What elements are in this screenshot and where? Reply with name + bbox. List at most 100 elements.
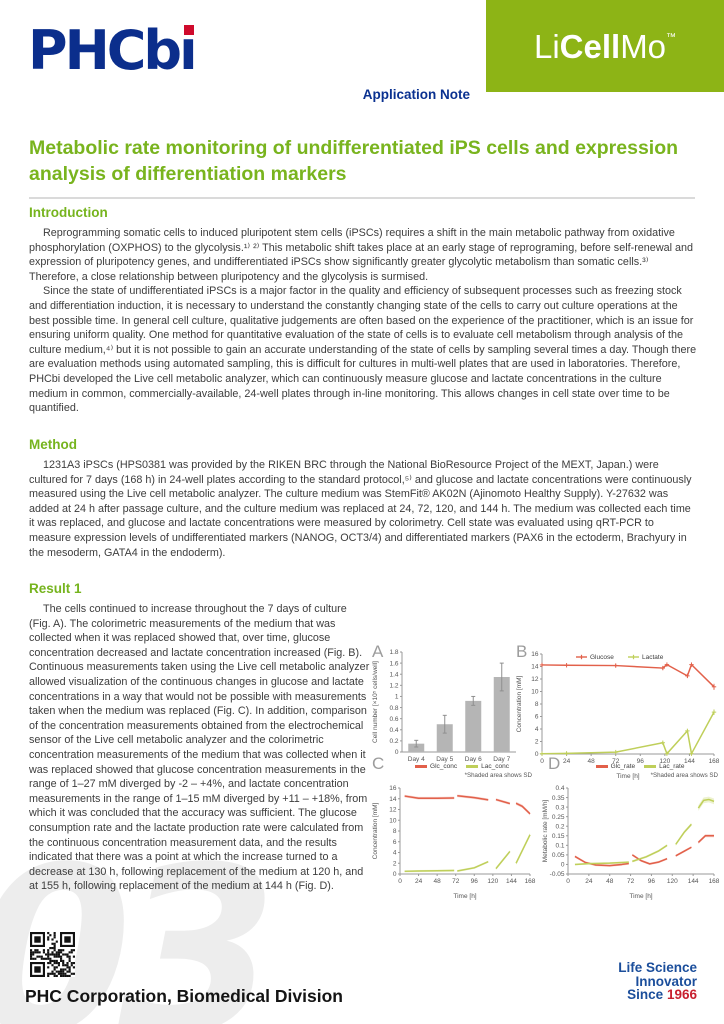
svg-text:0.2: 0.2 — [555, 823, 564, 830]
svg-text:168: 168 — [709, 758, 720, 765]
legend-label: Glc_rate — [610, 763, 636, 770]
svg-text:120: 120 — [659, 758, 670, 765]
svg-text:0: 0 — [395, 749, 399, 756]
svg-text:24: 24 — [563, 758, 571, 765]
figure-b-concentration-line-chart: B 0 2 4 6 8 10 12 14 16 0 24 48 72 96 120 144 168 Glucose… — [514, 642, 722, 782]
svg-text:Metabolic rate [mM/h]: Metabolic rate [mM/h] — [542, 800, 549, 863]
result-1-heading: Result 1 — [29, 581, 82, 596]
tagline-year: 1966 — [666, 987, 697, 1002]
svg-text:0.8: 0.8 — [389, 705, 398, 712]
tagline-line-1: Life Science — [618, 960, 697, 975]
section-method: Method 1231A3 iPSCs (HPS0381 was provide… — [29, 437, 697, 560]
section-result-1: Result 1 The cells continued to increase… — [29, 581, 370, 894]
svg-text:4: 4 — [393, 850, 397, 857]
svg-text:120: 120 — [667, 878, 678, 885]
figure-a-panel-label: A — [372, 642, 384, 661]
svg-text:1.6: 1.6 — [389, 660, 398, 667]
legend-swatch — [415, 765, 428, 768]
svg-text:12: 12 — [531, 676, 539, 683]
svg-text:0: 0 — [535, 751, 539, 758]
svg-text:0.3: 0.3 — [555, 804, 564, 811]
phcbi-logo-red-square-icon — [183, 25, 194, 35]
svg-text:96: 96 — [471, 878, 479, 885]
svg-text:0.05: 0.05 — [552, 852, 565, 859]
svg-text:144: 144 — [506, 878, 517, 885]
legend-swatch — [595, 765, 608, 768]
svg-text:14: 14 — [531, 664, 539, 671]
svg-text:Glucose: Glucose — [590, 654, 614, 661]
result-1-paragraph: The cells continued to increase througho… — [29, 603, 370, 893]
section-introduction: Introduction Reprogramming somatic cells… — [29, 205, 697, 416]
svg-text:1.4: 1.4 — [389, 671, 398, 678]
svg-text:2: 2 — [393, 860, 397, 867]
svg-text:4: 4 — [535, 726, 539, 733]
svg-text:0.4: 0.4 — [555, 785, 564, 792]
tagline-line-2: Innovator — [635, 973, 697, 989]
method-paragraph: 1231A3 iPSCs (HPS0381 was provided by th… — [29, 459, 692, 559]
figure-b-panel-label: B — [516, 642, 528, 661]
legend-label: Glc_conc — [430, 763, 458, 770]
svg-text:0.2: 0.2 — [389, 738, 398, 745]
svg-text:16: 16 — [531, 651, 539, 658]
svg-text:6: 6 — [535, 714, 539, 721]
svg-text:Day 5: Day 5 — [436, 756, 453, 763]
qr-code — [30, 932, 75, 977]
method-heading: Method — [29, 437, 77, 452]
svg-text:48: 48 — [434, 878, 442, 885]
svg-text:Day 6: Day 6 — [465, 756, 482, 763]
svg-text:72: 72 — [612, 758, 620, 765]
svg-text:0: 0 — [393, 871, 397, 878]
svg-text:16: 16 — [389, 785, 397, 792]
svg-text:48: 48 — [606, 878, 614, 885]
svg-text:14: 14 — [389, 796, 397, 803]
svg-text:Concentration [mM]: Concentration [mM] — [516, 675, 523, 732]
svg-text:24: 24 — [415, 878, 423, 885]
title-divider — [29, 197, 695, 199]
licellmo-wordmark: LiCellMo™ — [533, 27, 677, 65]
figure-a-cell-number-bar-chart: A 0 0.2 0.4 0.6 0.8 1 1.2 1.4 1.6 1.8 Day 4 Day 5 Da… — [370, 642, 522, 776]
company-name: PHC Corporation, Biomedical Division — [25, 986, 343, 1006]
svg-text:48: 48 — [588, 758, 596, 765]
licellmo-badge: LiCellMo™ — [486, 0, 724, 92]
svg-text:72: 72 — [627, 878, 635, 885]
svg-text:0: 0 — [561, 862, 565, 869]
page-number-watermark: 03 — [0, 819, 278, 1024]
figure-c-continuous-concentration-chart: C Glc_conc Lac_conc *Shaded area shows SD … — [370, 754, 536, 902]
svg-text:12: 12 — [389, 807, 397, 814]
svg-text:0.35: 0.35 — [552, 795, 565, 802]
svg-text:72: 72 — [452, 878, 460, 885]
svg-text:120: 120 — [487, 878, 498, 885]
sd-note: *Shaded area shows SD — [464, 772, 532, 779]
svg-text:Time [h]: Time [h] — [629, 893, 652, 900]
svg-text:96: 96 — [648, 878, 656, 885]
svg-text:8: 8 — [535, 701, 539, 708]
svg-text:1.8: 1.8 — [389, 649, 398, 656]
trademark-symbol: ™ — [666, 31, 677, 43]
legend-label: Lac_conc — [481, 763, 509, 770]
svg-text:Day 7: Day 7 — [493, 756, 510, 763]
legend-swatch — [644, 765, 657, 768]
figure-c-panel-label: C — [372, 754, 385, 773]
svg-text:10: 10 — [389, 817, 397, 824]
introduction-heading: Introduction — [29, 205, 108, 220]
figure-d-panel-label: D — [548, 754, 561, 773]
svg-text:168: 168 — [709, 878, 720, 885]
svg-text:Day 4: Day 4 — [408, 756, 425, 763]
svg-text:1.2: 1.2 — [389, 683, 398, 690]
svg-text:Cell number [×10⁵ cells/well]: Cell number [×10⁵ cells/well] — [372, 661, 379, 743]
svg-text:Concentration [mM]: Concentration [mM] — [372, 802, 379, 859]
svg-text:0.1: 0.1 — [555, 843, 564, 850]
svg-text:8: 8 — [393, 828, 397, 835]
svg-text:2: 2 — [535, 739, 539, 746]
svg-text:24: 24 — [585, 878, 593, 885]
tagline-line-3: Since 1966 — [627, 987, 697, 1002]
figure-d-metabolic-rate-chart: D Glc_rate Lac_rate *Shaded area shows SD … — [540, 754, 722, 902]
phcbi-logo-i: ı — [179, 19, 197, 82]
svg-text:96: 96 — [637, 758, 645, 765]
svg-text:0.15: 0.15 — [552, 833, 565, 840]
figure-c-legend: Glc_conc Lac_conc *Shaded area shows SD — [392, 763, 532, 779]
brand-tagline: Life Science Innovator Since 1966 — [618, 961, 697, 1002]
svg-text:0: 0 — [540, 758, 544, 765]
svg-text:1: 1 — [395, 694, 399, 701]
